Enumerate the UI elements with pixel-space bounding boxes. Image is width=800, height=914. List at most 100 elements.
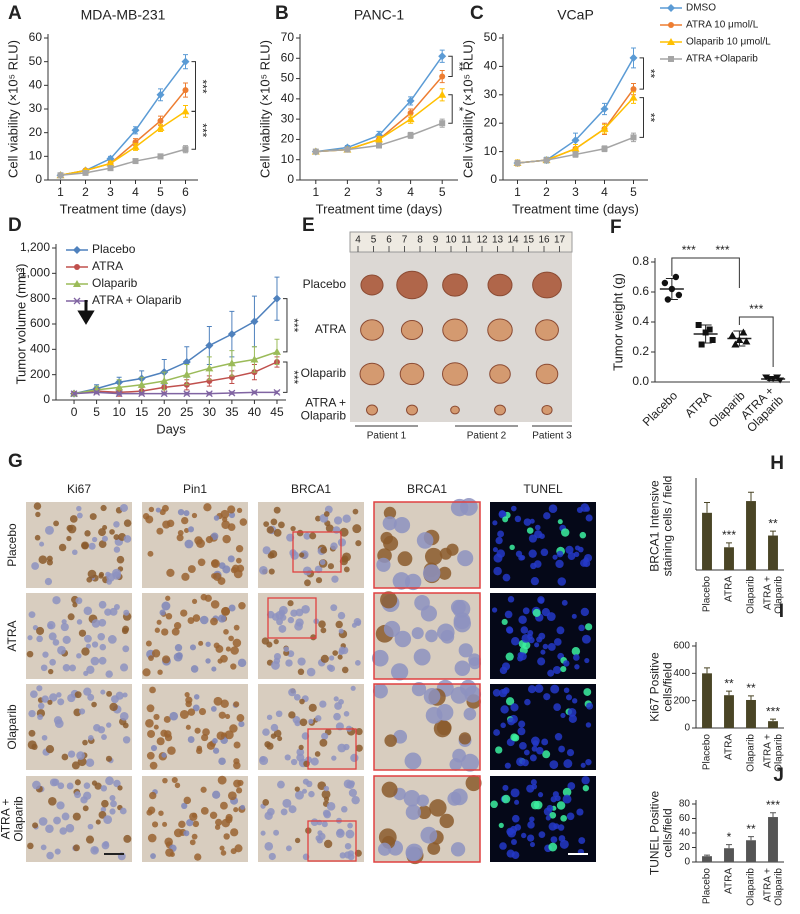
zoom-region: [307, 728, 357, 770]
y-tick-label: 20: [484, 115, 498, 129]
cell: [451, 788, 468, 806]
cell: [573, 551, 580, 558]
cell: [225, 646, 231, 652]
cell: [264, 842, 274, 851]
cell: [454, 660, 471, 677]
marker: [205, 364, 214, 372]
tumor: [487, 318, 513, 342]
marker: [601, 145, 608, 152]
cell: [490, 800, 498, 809]
cell: [326, 802, 336, 811]
cell: [260, 830, 266, 836]
cell: [176, 534, 184, 542]
cell: [510, 505, 517, 512]
marker: [629, 53, 638, 62]
cell: [310, 757, 319, 766]
cell: [308, 703, 317, 712]
cell: [343, 710, 350, 717]
cell: [151, 649, 161, 658]
cell: [529, 816, 535, 822]
cell: [546, 612, 556, 622]
legend-marker: [667, 4, 675, 12]
cell: [547, 642, 556, 651]
cell: [223, 833, 230, 840]
cell: [534, 642, 540, 648]
cell: [335, 620, 343, 629]
cell: [97, 632, 106, 641]
cell: [267, 808, 275, 816]
x-tick-label: 5: [630, 185, 637, 199]
error-bar: [770, 530, 776, 536]
cell: [180, 609, 188, 617]
marker: [182, 87, 189, 94]
cell: [277, 780, 285, 789]
cell: [331, 755, 337, 761]
cell: [280, 808, 288, 816]
bar: [724, 848, 734, 862]
y-axis-label: Tumor volume (mm³): [13, 264, 28, 385]
y-tick-label: 60: [679, 813, 691, 824]
cell: [536, 636, 543, 643]
error-bar: [704, 502, 710, 513]
cell: [36, 685, 43, 692]
cell: [314, 751, 321, 757]
x-tick-label: Olaparib: [746, 576, 757, 614]
column-label: BRCA1: [407, 482, 447, 496]
cell: [52, 639, 60, 646]
cell: [501, 794, 511, 804]
cell: [529, 754, 537, 762]
cell: [301, 605, 310, 614]
cell: [273, 638, 279, 645]
y-tick-label: 600: [30, 316, 50, 330]
legend-marker: [668, 22, 674, 28]
y-tick-label: 50: [281, 71, 295, 85]
x-tick-label: 4: [601, 185, 608, 199]
x-tick-label: ATRA: [724, 868, 735, 894]
cell: [578, 624, 585, 632]
panel-letter: I: [779, 601, 784, 622]
cell: [320, 627, 327, 634]
cell: [315, 577, 323, 584]
cell: [446, 543, 459, 556]
cell: [156, 619, 162, 625]
cell: [44, 577, 53, 586]
cell: [534, 530, 543, 539]
cell: [47, 621, 56, 630]
cell: [120, 663, 129, 672]
cell: [529, 842, 536, 848]
cell: [98, 540, 107, 549]
legend-marker: [668, 56, 674, 62]
text-line: Olaparib: [12, 796, 26, 842]
cell: [145, 640, 152, 647]
error-bar: [770, 718, 776, 722]
x-tick-label: 15: [135, 405, 149, 419]
cell: [438, 566, 452, 580]
y-tick-label: 0: [684, 723, 690, 734]
cell: [355, 744, 363, 752]
x-tick-label: ATRA +Olaparib: [762, 734, 784, 772]
text-line: Ki67 Positive: [648, 652, 662, 722]
ruler-label: 14: [507, 235, 519, 246]
cell: [113, 546, 121, 553]
cell: [500, 722, 506, 729]
cell: [460, 498, 478, 516]
cell: [527, 685, 537, 694]
cell: [56, 801, 65, 810]
point: [765, 376, 774, 382]
cell: [148, 506, 155, 513]
point: [735, 336, 744, 343]
cell: [560, 528, 570, 537]
significance-label: *: [452, 107, 466, 112]
cell: [413, 648, 431, 666]
cell: [60, 622, 69, 632]
cell: [282, 798, 292, 808]
cell: [304, 579, 311, 587]
cell: [530, 800, 540, 810]
cell: [294, 720, 301, 727]
x-tick-label: 5: [439, 185, 446, 199]
point: [675, 291, 683, 299]
x-tick-label: 5: [157, 185, 164, 199]
marker: [571, 144, 580, 152]
cell: [72, 549, 78, 556]
cell: [320, 654, 329, 663]
